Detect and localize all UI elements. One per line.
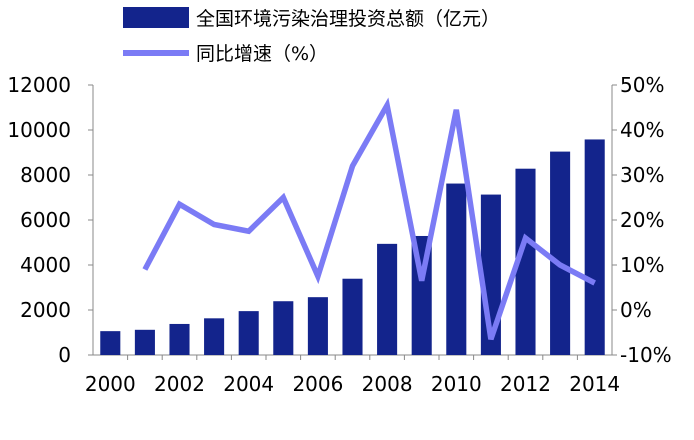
bar	[342, 278, 363, 355]
left-tick-label: 6000	[20, 208, 71, 232]
bar	[550, 151, 571, 355]
right-tick-label: 50%	[620, 73, 664, 97]
legend-label-bar: 全国环境污染治理投资总额（亿元）	[196, 8, 500, 30]
x-tick-label: 2006	[292, 372, 343, 396]
plot-area: 0 2000 4000 6000 8000 10000 12000 -10% 0% 10% 20% 3…	[7, 73, 671, 396]
bar	[307, 297, 328, 355]
bar	[100, 331, 121, 355]
x-tick-label: 2012	[500, 372, 551, 396]
x-tick-label: 2000	[85, 372, 136, 396]
right-tick-label: -10%	[620, 343, 672, 367]
right-tick-label: 30%	[620, 163, 664, 187]
legend-swatch-bar	[123, 7, 189, 28]
x-tick-label: 2004	[223, 372, 274, 396]
bar	[238, 311, 259, 355]
x-tick-label: 2002	[154, 372, 205, 396]
bar	[377, 243, 398, 355]
x-tick-label: 2014	[569, 372, 620, 396]
right-tick-label: 10%	[620, 253, 664, 277]
bar	[169, 323, 190, 355]
legend-label-line: 同比增速（%）	[196, 43, 328, 65]
x-tick-label: 2008	[362, 372, 413, 396]
bar	[515, 168, 536, 355]
bar	[273, 301, 294, 355]
bar	[446, 183, 467, 355]
bar	[204, 318, 225, 355]
right-tick-label: 40%	[620, 118, 664, 142]
left-tick-label: 4000	[20, 253, 71, 277]
bar	[584, 139, 605, 355]
right-tick-label: 20%	[620, 208, 664, 232]
left-tick-label: 12000	[7, 73, 71, 97]
left-tick-label: 2000	[20, 298, 71, 322]
left-tick-label: 10000	[7, 118, 71, 142]
x-tick-label: 2010	[431, 372, 482, 396]
right-tick-label: 0%	[620, 298, 652, 322]
bar	[134, 329, 155, 355]
left-tick-label: 8000	[20, 163, 71, 187]
left-tick-label: 0	[58, 343, 71, 367]
growth-line	[142, 97, 596, 341]
legend: 全国环境污染治理投资总额（亿元） 同比增速（%）	[123, 7, 500, 65]
